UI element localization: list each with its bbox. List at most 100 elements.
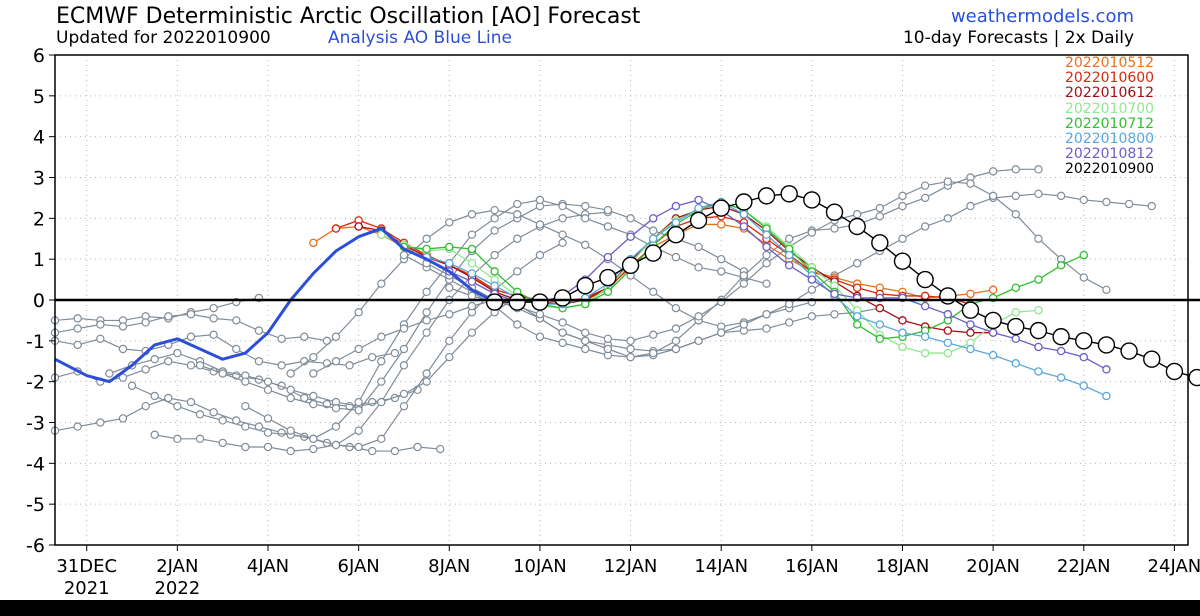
older-run-point [118,373,128,382]
older-run-point [173,348,182,358]
older-run-point [513,199,522,209]
older-run-point [762,250,771,260]
y-tick-label: 1 [33,249,45,271]
run-2022010900-point [508,293,526,311]
chart-title: ECMWF Deterministic Arctic Oscillation [… [56,4,641,29]
run-2022010900-point [689,211,708,230]
older-run-point [195,361,205,370]
older-run-point [164,357,173,366]
run-2022010900-point [939,287,957,305]
run-2022010712-point [1056,261,1066,270]
x-tick-label: 2JAN [156,556,198,577]
run-2022010900-point [553,289,572,307]
run-2022010712-point [490,267,499,276]
run-2022010800-point [671,218,681,227]
run-2022010700-point [1011,307,1021,317]
run-2022010900-point [825,203,844,221]
run-2022010900-point [485,293,504,311]
x-tick-year: 2021 [64,578,110,599]
older-run-point [377,397,386,407]
older-run-point [241,377,250,386]
older-run-point [852,210,862,219]
older-run-point [150,355,159,364]
older-run-point [807,312,817,321]
run-2022010800-point [1056,373,1066,382]
older-run-point [164,312,173,321]
older-run-point [399,389,409,399]
older-run-point [920,181,930,190]
older-run-point [1011,191,1020,201]
older-run-point [254,326,264,335]
run-2022010900-point [621,256,640,274]
older-run-point [807,228,817,237]
run-2022010900-point [1052,328,1070,346]
older-run-point [331,422,341,431]
older-run-point [354,344,363,354]
older-run-point [209,303,218,313]
run-2022010700-point [467,258,477,268]
older-run-point [399,361,409,370]
run-2022010812-line [449,199,1107,370]
older-run-point [558,238,567,248]
older-run-point [241,422,250,431]
older-run-point [943,177,953,186]
brand-link[interactable]: weathermodels.com [950,6,1134,27]
older-run-point [309,434,318,444]
older-run-point [331,404,341,413]
older-run-point [739,279,749,288]
older-run-point [581,328,590,337]
older-run-point [232,316,241,325]
older-run-point [1056,191,1066,201]
older-run-point [513,320,522,329]
x-tick-label: 16JAN [785,556,839,577]
older-run-point [535,250,545,260]
older-run-point [649,330,658,339]
legend-entry: 2022010512 [1065,55,1155,71]
older-run-point [1034,189,1043,199]
older-run-line [313,299,880,375]
older-run-point [581,336,590,346]
run-2022010800-point [467,269,477,278]
older-run-point [422,369,431,378]
run-2022010900-point [803,191,821,209]
older-run-point [898,234,907,243]
run-2022010512-point [716,220,726,229]
older-run-line [426,168,1039,358]
x-tick-label: 10JAN [513,556,567,577]
run-2022010900-point [780,185,798,203]
older-run-point [377,357,386,366]
older-run-point [241,401,250,411]
older-run-point [1011,165,1020,174]
x-tick-label: 6JAN [338,556,380,577]
older-run-point [671,344,681,354]
older-run-point [739,320,749,329]
run-2022010812-point [603,252,613,262]
bottom-bar [0,600,1200,616]
run-2022010800-point [920,332,930,341]
older-run-line [54,360,418,407]
run-2022010800-point [898,328,907,337]
older-run-point [467,230,477,239]
older-run-point [581,344,590,354]
run-2022010512-point [988,285,998,295]
older-run-point [422,328,431,337]
run-2022010800-point [694,203,703,213]
older-run-point [445,218,454,227]
x-tick-label: 24JAN [1148,556,1200,577]
run-2022010812-point [1011,334,1021,344]
older-run-point [127,381,137,390]
older-run-point [603,344,613,354]
older-run-point [345,361,354,370]
older-run-point [150,430,159,439]
run-2022010700-point [898,342,907,352]
older-run-point [254,357,264,366]
older-run-point [581,240,590,250]
run-2022010812-point [626,232,635,241]
run-2022010700-point [377,230,386,239]
older-run-point [784,318,794,327]
older-run-point [535,310,545,319]
older-run-point [105,369,114,378]
run-2022010812-point [1102,365,1111,374]
